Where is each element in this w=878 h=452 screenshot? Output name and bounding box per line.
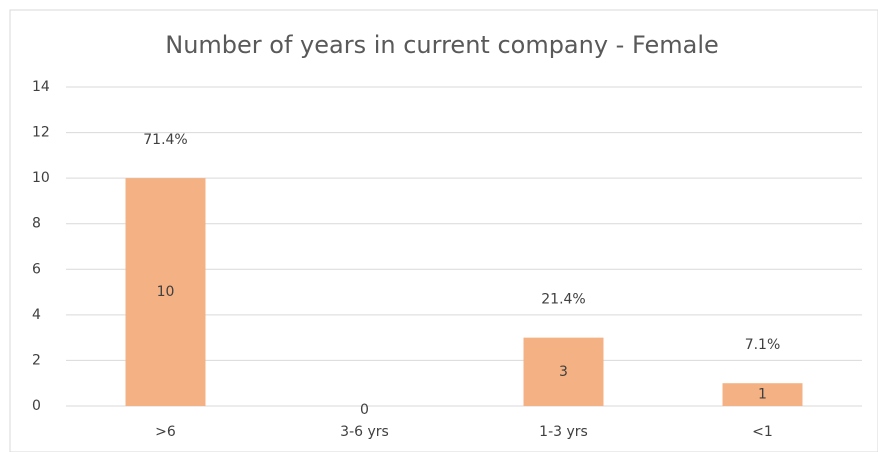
y-tick-label: 12	[32, 125, 50, 141]
chart-title: Number of years in current company - Fem…	[165, 31, 719, 59]
value-label: 10	[157, 284, 175, 300]
x-tick-label: 1-3 yrs	[539, 424, 588, 440]
percent-label: 71.4%	[143, 132, 187, 148]
y-tick-label: 10	[32, 170, 50, 186]
value-label: 3	[559, 364, 568, 380]
bar	[722, 383, 803, 406]
y-tick-label: 14	[32, 79, 50, 95]
percent-label: 7.1%	[745, 337, 781, 353]
y-tick-label: 8	[32, 216, 41, 232]
bar	[125, 178, 206, 406]
y-tick-label: 0	[32, 398, 41, 414]
x-tick-label: >6	[155, 424, 176, 440]
x-tick-label: <1	[752, 424, 773, 440]
y-tick-label: 6	[32, 261, 41, 277]
y-tick-label: 2	[32, 352, 41, 368]
value-label: 0	[360, 402, 369, 418]
bar	[523, 337, 604, 406]
value-label: 1	[758, 387, 767, 403]
y-tick-label: 4	[32, 307, 41, 323]
x-tick-label: 3-6 yrs	[340, 424, 389, 440]
percent-label: 21.4%	[541, 292, 585, 308]
